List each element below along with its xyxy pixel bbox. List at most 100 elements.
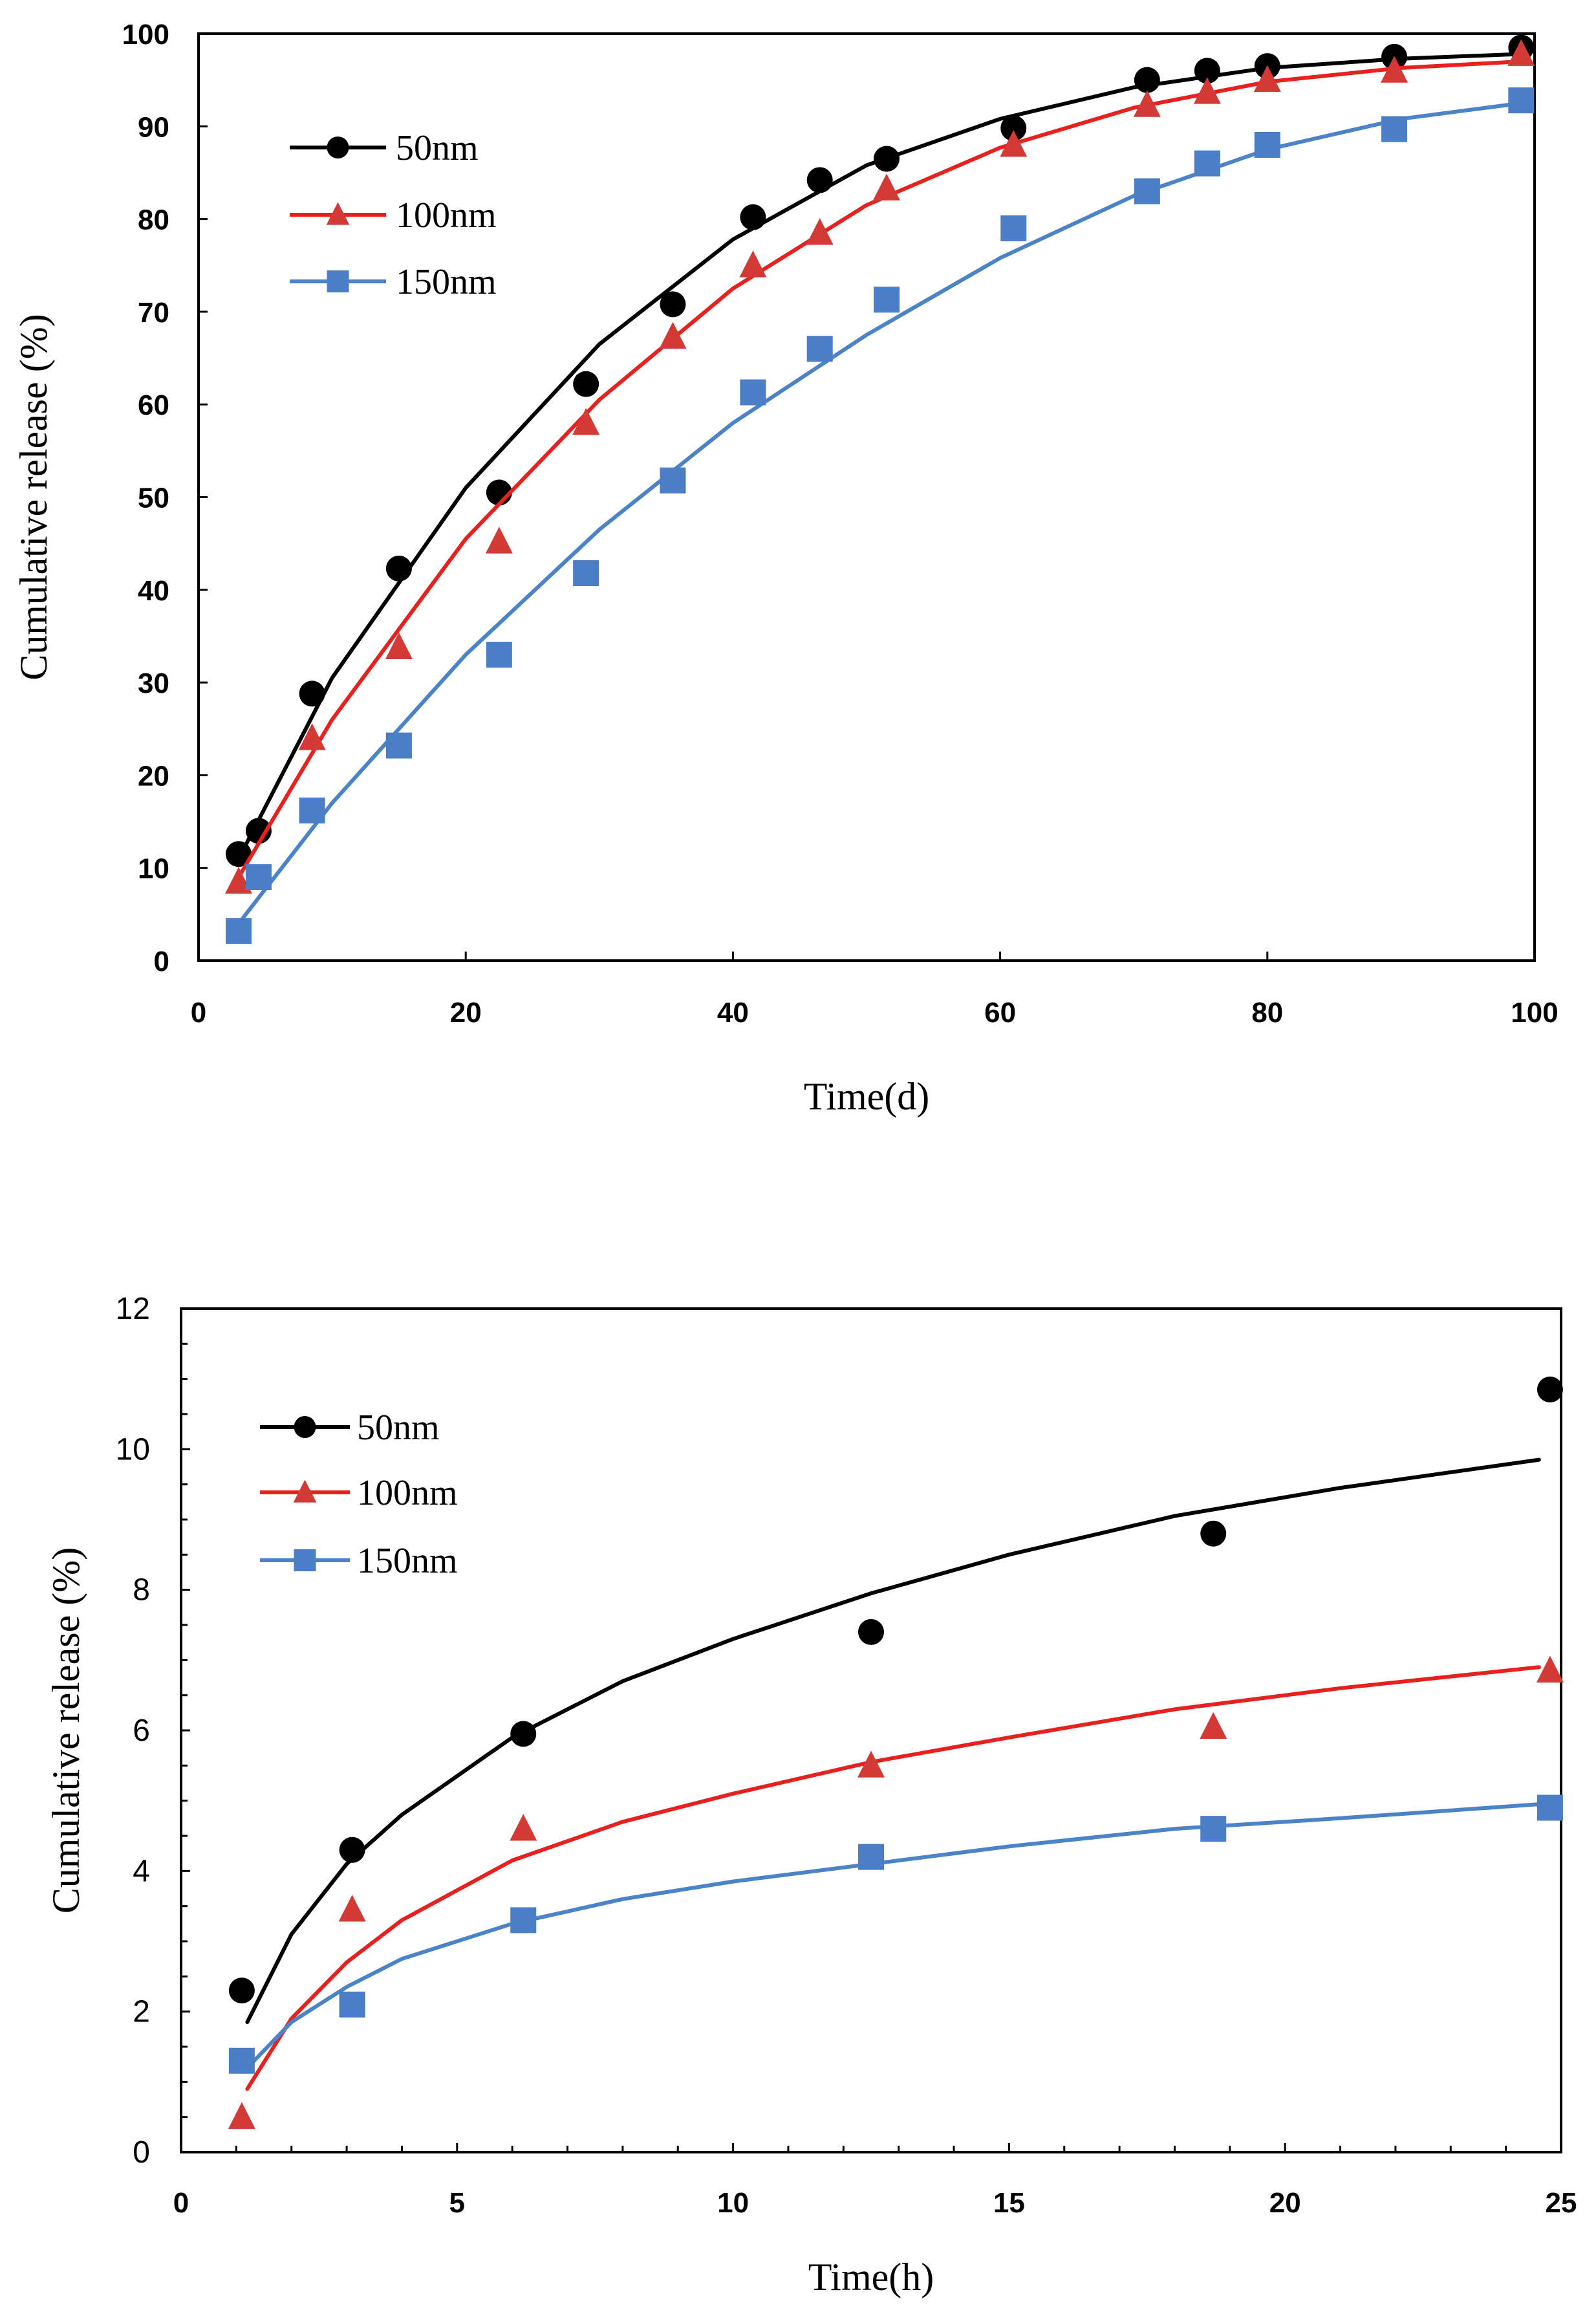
y-axis-title: Cumulative release (%) — [12, 314, 55, 680]
data-point-50nm — [858, 1618, 884, 1645]
y-tick-label: 100 — [122, 19, 169, 50]
release-chart-days: 0 20 40 60 80 100 0 10 20 30 40 50 60 70 80 90 100 Time(d… — [12, 19, 1558, 1118]
data-point-150nm — [1194, 150, 1220, 177]
data-point-150nm — [299, 797, 325, 823]
data-point-150nm — [858, 1844, 884, 1870]
legend-label-100nm: 100nm — [357, 1473, 458, 1513]
data-point-100nm — [338, 1895, 366, 1922]
release-chart-hours: 0 5 10 15 20 25 0 2 4 6 8 10 12 Time(h) Cumulative rel… — [45, 1292, 1577, 2298]
data-point-100nm — [228, 2102, 255, 2130]
data-point-150nm — [510, 1907, 537, 1934]
x-tick-label: 100 — [1511, 997, 1558, 1029]
legend-label-50nm: 50nm — [357, 1408, 440, 1448]
data-point-50nm — [1134, 67, 1160, 93]
legend-marker-50nm — [294, 1416, 316, 1438]
data-point-50nm — [299, 681, 325, 707]
fit-curve-50nm — [237, 52, 1524, 861]
data-point-100nm — [510, 1814, 537, 1841]
y-tick-label: 60 — [138, 389, 169, 421]
y-tick-label: 6 — [133, 1714, 150, 1748]
legend-marker-100nm — [293, 1479, 317, 1503]
data-point-150nm — [339, 1991, 365, 2018]
data-point-150nm — [1381, 116, 1408, 142]
data-point-50nm — [806, 167, 833, 193]
data-point-150nm — [1254, 131, 1280, 158]
data-point-100nm — [298, 723, 326, 750]
legend-label-50nm: 50nm — [396, 128, 479, 168]
data-point-150nm — [1000, 215, 1027, 241]
data-point-150nm — [1134, 178, 1160, 204]
data-point-50nm — [510, 1721, 537, 1747]
y-tick-label: 0 — [154, 946, 169, 977]
data-point-50nm — [740, 204, 766, 230]
y-tick-label: 40 — [138, 575, 169, 607]
y-tick-label: 4 — [133, 1854, 150, 1888]
data-point-50nm — [1200, 1520, 1227, 1547]
data-point-150nm — [660, 467, 686, 494]
fit-curve-150nm — [245, 1802, 1541, 2070]
data-point-150nm — [740, 379, 766, 406]
data-point-100nm — [1381, 56, 1408, 83]
x-tick-label: 60 — [984, 997, 1016, 1029]
data-point-100nm — [485, 527, 513, 554]
y-axis-title: Cumulative release (%) — [45, 1547, 87, 1913]
data-point-50nm — [245, 818, 272, 844]
x-axis-title: Time(d) — [804, 1075, 929, 1118]
data-point-150nm — [228, 2047, 255, 2074]
data-point-50nm — [1537, 1376, 1563, 1402]
legend-label-150nm: 150nm — [357, 1541, 458, 1581]
data-point-50nm — [1194, 58, 1220, 84]
data-point-50nm — [1000, 115, 1027, 142]
legend-label-150nm: 150nm — [396, 262, 497, 302]
y-tick-label: 30 — [138, 668, 169, 699]
x-tick-label: 40 — [717, 997, 749, 1029]
data-point-50nm — [660, 291, 686, 318]
y-tick-label: 12 — [116, 1292, 150, 1326]
x-tick-label: 25 — [1546, 2187, 1577, 2219]
data-point-100nm — [739, 250, 767, 278]
data-point-150nm — [486, 642, 512, 668]
data-point-100nm — [1200, 1712, 1227, 1739]
data-point-100nm — [1000, 129, 1028, 157]
data-point-50nm — [385, 555, 412, 582]
data-point-50nm — [873, 146, 900, 172]
fit-curve-100nm — [237, 60, 1524, 879]
data-point-150nm — [245, 864, 272, 891]
y-tick-label: 2 — [133, 1995, 150, 2029]
y-tick-label: 90 — [138, 111, 169, 143]
plot-frame — [197, 32, 1536, 962]
y-tick-label: 10 — [138, 853, 169, 885]
data-point-100nm — [806, 218, 834, 245]
data-point-50nm — [228, 1978, 255, 2004]
data-point-100nm — [857, 1750, 885, 1778]
legend-marker-150nm — [294, 1549, 316, 1571]
fit-curve-150nm — [237, 101, 1524, 926]
fit-curve-50nm — [245, 1457, 1541, 2024]
data-point-100nm — [572, 408, 600, 435]
x-tick-label: 20 — [450, 997, 482, 1029]
data-point-100nm — [872, 173, 900, 201]
legend-label-100nm: 100nm — [396, 195, 497, 235]
legend-marker-150nm — [327, 270, 349, 292]
data-point-100nm — [1507, 39, 1535, 66]
data-point-50nm — [225, 841, 252, 867]
x-tick-label: 0 — [173, 2187, 189, 2219]
fit-curve-100nm — [245, 1665, 1541, 2091]
data-point-150nm — [1200, 1816, 1227, 1842]
data-point-100nm — [1193, 77, 1221, 104]
data-point-50nm — [573, 371, 599, 397]
data-point-50nm — [339, 1836, 365, 1863]
data-point-100nm — [224, 867, 252, 894]
legend-marker-50nm — [327, 136, 349, 158]
y-tick-label: 0 — [133, 2135, 150, 2170]
y-tick-label: 20 — [138, 760, 169, 792]
y-tick-label: 50 — [138, 483, 169, 514]
data-point-150nm — [225, 918, 252, 944]
x-tick-label: 0 — [191, 997, 206, 1029]
x-axis-title: Time(h) — [808, 2256, 934, 2298]
x-tick-label: 5 — [449, 2187, 465, 2219]
y-tick-label: 70 — [138, 297, 169, 329]
x-tick-label: 80 — [1251, 997, 1283, 1029]
data-point-100nm — [659, 321, 687, 349]
